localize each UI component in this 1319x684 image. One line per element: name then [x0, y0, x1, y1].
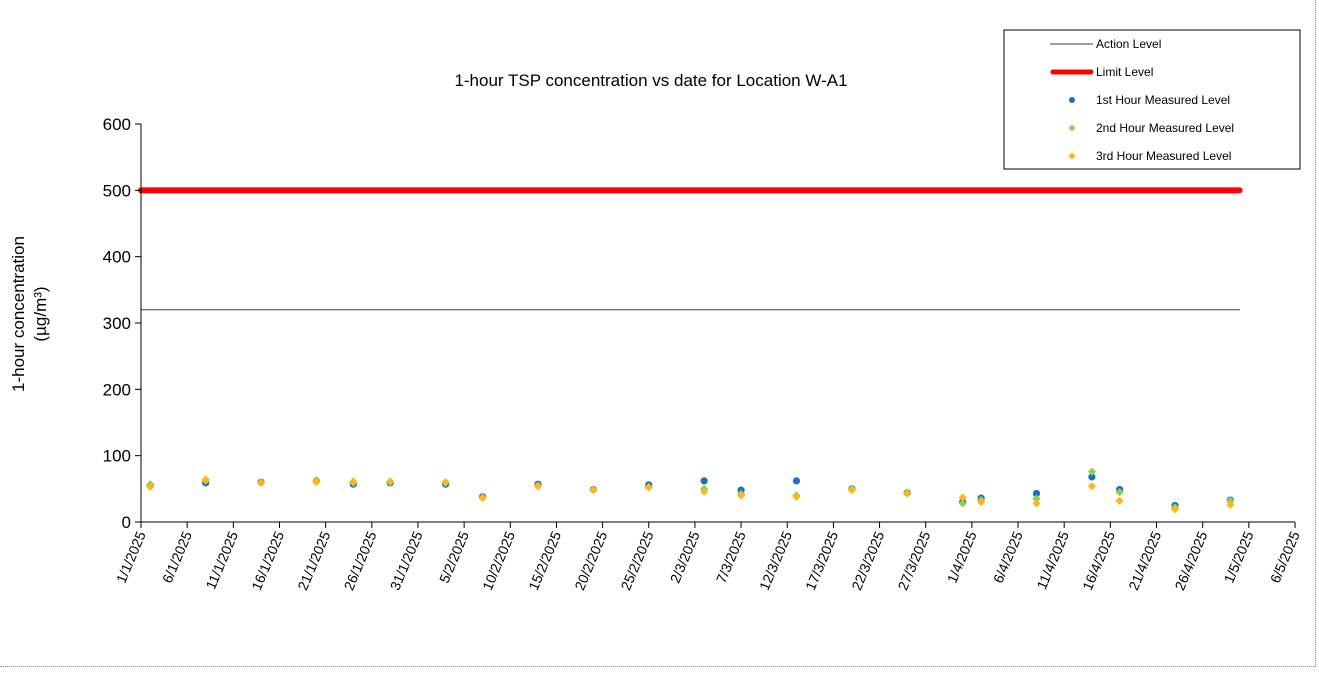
x-tick-label: 16/4/2025: [1079, 529, 1118, 593]
data-point: [349, 477, 358, 486]
y-axis-unit: (µg/m³): [31, 286, 50, 341]
chart-title: 1-hour TSP concentration vs date for Loc…: [454, 71, 847, 90]
data-point: [1032, 494, 1041, 503]
data-point: [1115, 488, 1124, 497]
data-points: [146, 467, 1235, 514]
legend: Action Level Limit Level 1st Hour Measured…: [1003, 29, 1301, 170]
data-point: [256, 478, 266, 487]
x-tick-label: 5/2/2025: [436, 529, 472, 586]
data-point: [958, 499, 967, 508]
legend-label: Action Level: [1096, 37, 1161, 51]
y-tick-label: 300: [103, 314, 131, 333]
series-1: [146, 473, 1234, 510]
x-tick-label: 6/4/2025: [990, 529, 1026, 586]
data-point: [312, 478, 321, 487]
series-2: [146, 467, 1235, 512]
legend-label: 2nd Hour Measured Level: [1096, 121, 1234, 135]
y-tick-label: 0: [122, 513, 131, 532]
data-point: [146, 482, 155, 491]
legend-label: Limit Level: [1096, 65, 1153, 79]
y-tick-label: 200: [103, 380, 131, 399]
data-point: [700, 477, 708, 485]
data-point: [736, 491, 746, 500]
axes: 0 100 200 300 400 500 600 1/1/2025 6/1/2025 11/1/…: [103, 115, 1303, 593]
y-tick-label: 500: [103, 181, 131, 200]
x-tick-label: 26/1/2025: [340, 529, 379, 593]
x-tick-label: 21/1/2025: [294, 529, 333, 593]
data-point: [1087, 482, 1096, 491]
data-point: [1032, 489, 1041, 498]
data-point: [977, 498, 986, 507]
x-tick-label: 11/4/2025: [1033, 529, 1072, 592]
data-point: [792, 492, 801, 501]
data-point: [700, 487, 709, 496]
y-axis-title: 1-hour concentration (µg/m³): [9, 236, 50, 392]
x-tick-label: 22/3/2025: [848, 529, 887, 593]
x-tick-label: 12/3/2025: [756, 529, 795, 593]
y-tick-label: 600: [103, 115, 131, 134]
x-tick-label: 1/4/2025: [944, 529, 980, 586]
x-tick-label: 15/2/2025: [525, 529, 564, 593]
data-point: [903, 489, 912, 498]
data-point: [201, 475, 210, 484]
x-tick-label: 6/5/2025: [1267, 529, 1303, 586]
x-tick-label: 27/3/2025: [894, 529, 933, 593]
data-point: [1170, 505, 1180, 514]
data-point: [1087, 467, 1096, 476]
data-point: [533, 482, 543, 491]
data-point: [1115, 496, 1124, 505]
x-tick-label: 11/1/2025: [202, 529, 241, 592]
legend-swatch-marker: [1068, 152, 1076, 160]
data-point: [958, 493, 967, 502]
legend-swatch-marker: [1069, 97, 1075, 103]
series-3: [146, 475, 1235, 514]
data-point: [644, 483, 653, 492]
x-tick-label: 7/3/2025: [713, 529, 749, 586]
x-tick-label: 1/5/2025: [1221, 529, 1257, 586]
x-tick-label: 21/4/2025: [1125, 529, 1164, 593]
x-tick-label: 17/3/2025: [802, 529, 841, 593]
legend-box: [1003, 29, 1301, 170]
x-tick-label: 31/1/2025: [387, 529, 426, 593]
x-tick-label: 25/2/2025: [617, 529, 656, 593]
data-point: [478, 494, 487, 503]
x-tick-label: 16/1/2025: [248, 529, 287, 593]
legend-swatch-marker: [1068, 124, 1076, 132]
data-point: [1032, 499, 1041, 508]
x-tick-label: 2/3/2025: [667, 529, 703, 586]
chart-border: [0, 0, 1316, 667]
y-axis-label: 1-hour concentration: [9, 236, 28, 392]
data-point: [589, 486, 598, 495]
legend-label: 3rd Hour Measured Level: [1096, 149, 1231, 163]
x-tick-label: 6/1/2025: [159, 529, 195, 586]
x-tick-label: 1/1/2025: [113, 529, 149, 586]
data-point: [386, 477, 395, 486]
legend-label: 1st Hour Measured Level: [1096, 93, 1230, 107]
x-tick-label: 20/2/2025: [571, 529, 610, 593]
reference-lines: [138, 187, 1243, 311]
x-tick-label: 10/2/2025: [479, 529, 518, 593]
y-tick-label: 100: [103, 447, 131, 466]
y-tick-label: 400: [103, 248, 131, 267]
data-point: [792, 477, 801, 485]
data-point: [441, 478, 450, 487]
data-point: [847, 486, 856, 495]
data-point: [1226, 500, 1235, 509]
x-tick-label: 26/4/2025: [1171, 529, 1210, 593]
data-point: [1088, 473, 1096, 481]
